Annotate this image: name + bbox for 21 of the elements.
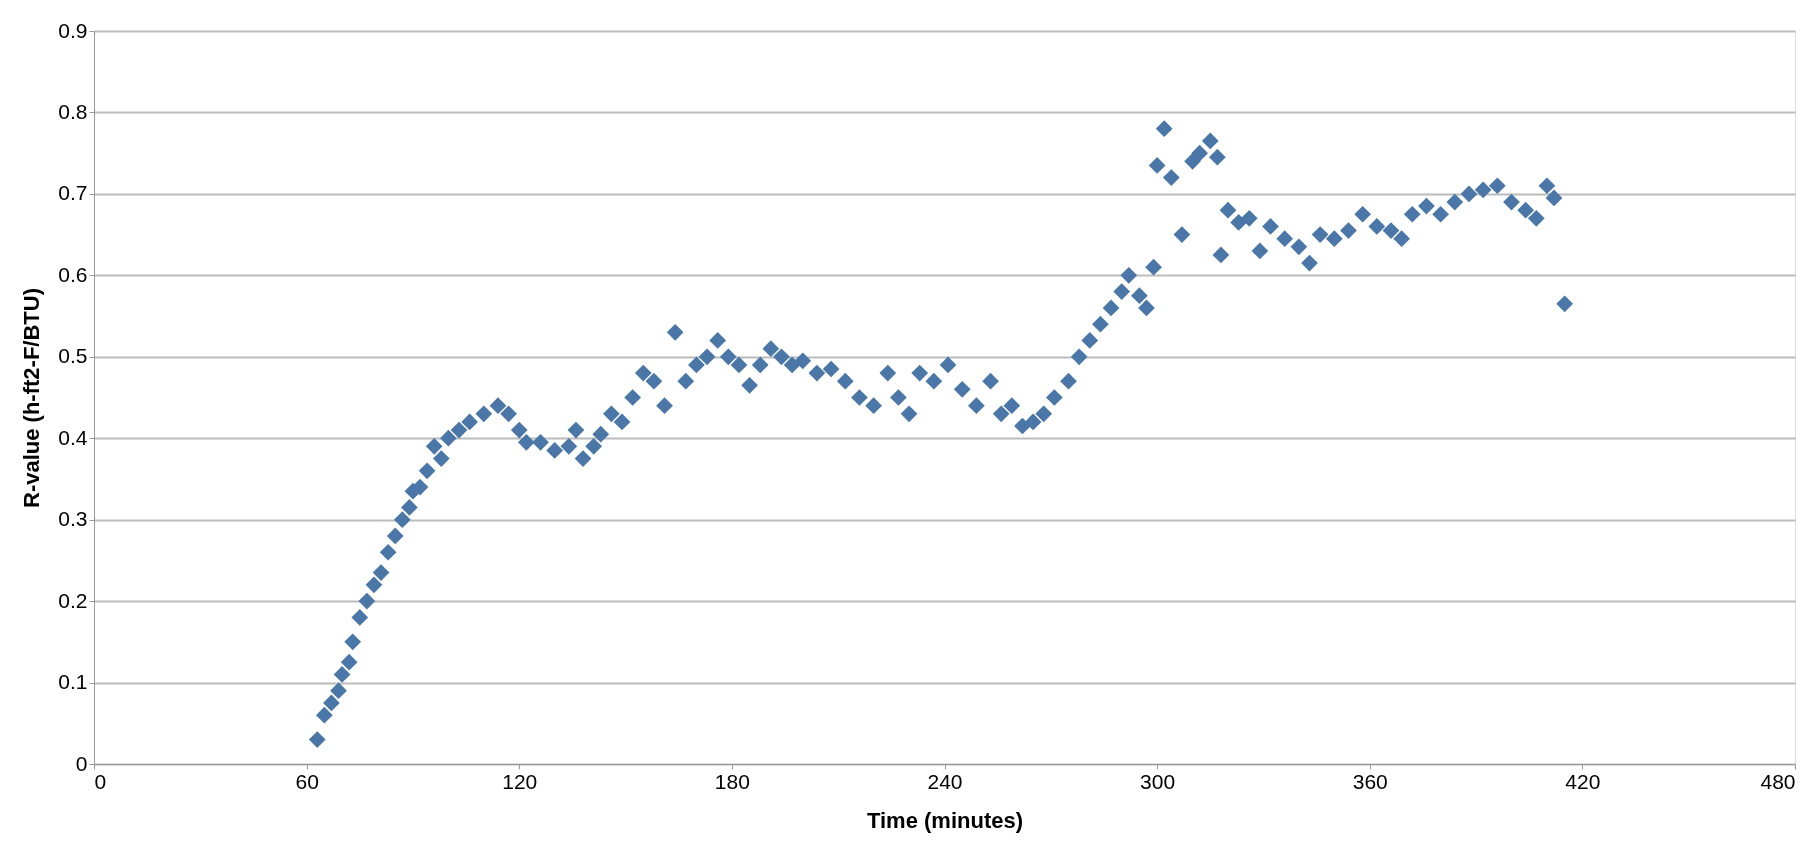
y-tick-label: 0.9 (58, 18, 88, 42)
x-tick-label: 420 (1565, 769, 1601, 793)
x-tick-label: 180 (714, 769, 750, 793)
x-axis-title: Time (minutes) (866, 807, 1024, 833)
y-tick-label: 0.4 (58, 425, 88, 449)
y-tick-label: 0.3 (58, 507, 88, 531)
y-axis-title: R-value (h-ft2-F/BTU) (19, 288, 45, 508)
x-tick-label: 120 (502, 769, 538, 793)
y-tick-label: 0.6 (58, 262, 88, 286)
y-tick-label: 0.5 (58, 344, 88, 368)
y-tick-label: 0.2 (58, 588, 88, 612)
x-tick-label: 0 (94, 769, 107, 793)
x-tick-label: 240 (927, 769, 963, 793)
y-tick-label: 0.1 (58, 670, 88, 694)
y-tick-label: 0.7 (58, 181, 88, 205)
y-tick-label: 0 (75, 751, 88, 775)
x-tick-label: 480 (1760, 769, 1796, 793)
x-tick-label: 300 (1140, 769, 1176, 793)
y-tick-label: 0.8 (58, 99, 88, 123)
x-tick-label: 60 (295, 769, 319, 793)
x-tick-label: 360 (1352, 769, 1388, 793)
